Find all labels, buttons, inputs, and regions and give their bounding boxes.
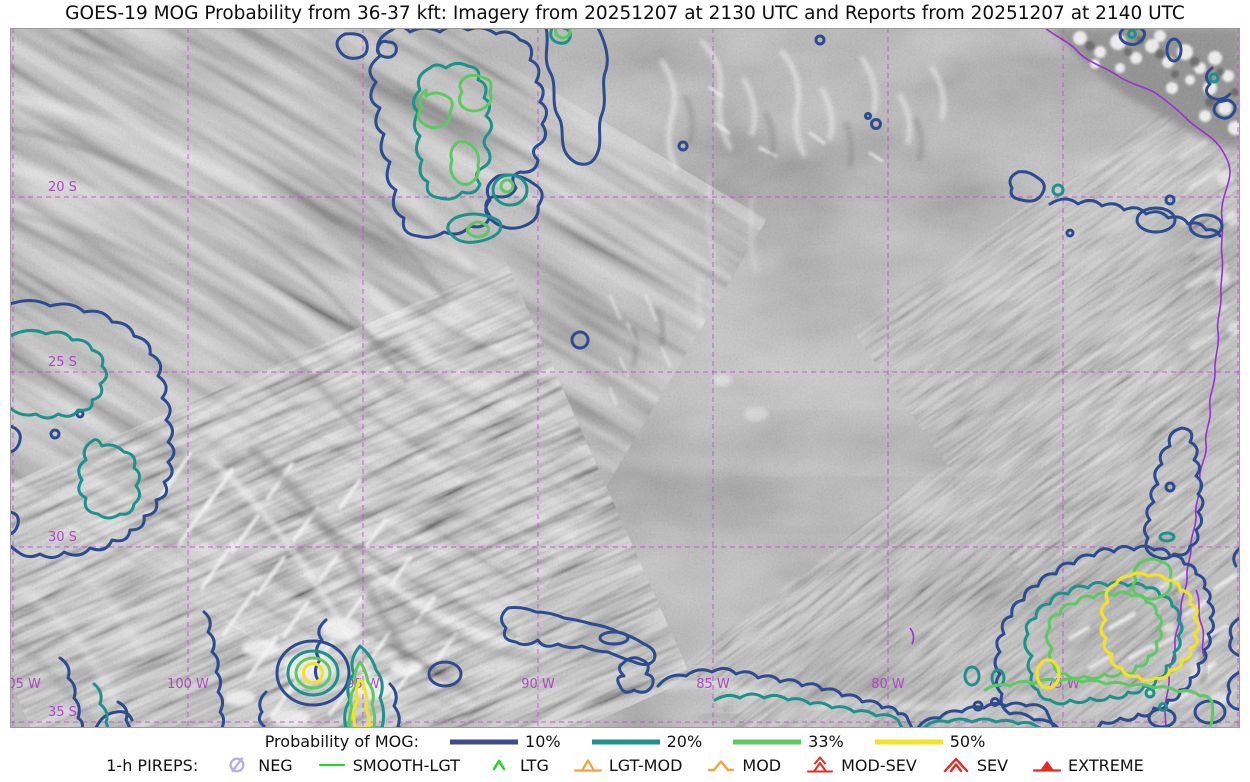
prob-50-line-swatch <box>874 739 943 744</box>
legend-item-mod: MOD <box>706 755 781 775</box>
smooth-lgt-icon <box>318 763 345 767</box>
contours-50pct <box>301 571 1201 728</box>
legend-item-ltg: LTG <box>484 755 549 775</box>
extreme-icon <box>1032 761 1062 772</box>
legend-item-mod-sev: MOD-SEV <box>805 755 917 775</box>
prob-20-line-swatch <box>591 739 660 744</box>
prob-10-label: 10% <box>525 732 561 751</box>
sev-label: SEV <box>976 755 1009 775</box>
pireps-legend-label: 1-h PIREPS: <box>106 755 199 775</box>
prob-20-label: 20% <box>666 732 703 751</box>
mod-sev-label: MOD-SEV <box>841 755 917 775</box>
prob-33-label: 33% <box>808 732 844 751</box>
smooth-lgt-label: SMOOTH-LGT <box>352 755 460 775</box>
neg-icon <box>229 757 245 773</box>
extreme-label: EXTREME <box>1068 755 1144 775</box>
legend-item-20pct: 20% <box>591 732 703 751</box>
map-canvas: 20 S 25 S 30 S 35 S 105 W 100 W 95 W 90 … <box>10 28 1240 728</box>
lon-label-85w: 85 W <box>696 677 730 692</box>
lat-label-30s: 30 S <box>48 530 77 545</box>
mod-icon <box>708 760 735 772</box>
legend-item-lgt-mod: LGT-MOD <box>573 755 683 775</box>
neg-label: NEG <box>258 755 293 775</box>
legend-item-33pct: 33% <box>732 732 844 751</box>
legend-item-smooth-lgt: SMOOTH-LGT <box>317 755 460 775</box>
lon-label-90w: 90 W <box>521 677 555 692</box>
coastline <box>909 28 1231 728</box>
mod-sev-icon <box>807 756 834 773</box>
ltg-icon <box>492 759 506 771</box>
lgt-mod-icon <box>573 759 602 772</box>
lon-label-100w: 100 W <box>167 677 209 692</box>
lat-label-35s: 35 S <box>48 705 77 720</box>
lat-label-20s: 20 S <box>48 180 77 195</box>
lon-label-105w: 105 W <box>10 677 41 692</box>
legend-item-10pct: 10% <box>449 732 561 751</box>
pireps-legend-row: 1-h PIREPS: NEG SMOOTH-LGT LTG <box>0 755 1250 775</box>
legend: Probability of MOG: 10% 20% 33% <box>0 728 1250 782</box>
map-frame <box>10 28 1240 728</box>
satellite-map: 20 S 25 S 30 S 35 S 105 W 100 W 95 W 90 … <box>10 28 1240 728</box>
lgt-mod-label: LGT-MOD <box>608 755 683 775</box>
legend-item-neg: NEG <box>222 755 293 775</box>
ltg-label: LTG <box>519 755 549 775</box>
probability-legend-label: Probability of MOG: <box>264 732 420 751</box>
legend-item-sev: SEV <box>941 755 1008 775</box>
sev-icon <box>943 757 969 773</box>
mod-label: MOD <box>742 755 782 775</box>
legend-item-50pct: 50% <box>874 732 986 751</box>
prob-10-line-swatch <box>450 739 519 744</box>
lon-label-80w: 80 W <box>871 677 905 692</box>
prob-33-line-swatch <box>733 739 802 744</box>
legend-item-extreme: EXTREME <box>1032 755 1144 775</box>
gridlines <box>10 28 1240 728</box>
probability-legend-row: Probability of MOG: 10% 20% 33% <box>0 732 1250 751</box>
contours-33pct <box>294 28 1215 728</box>
page-title: GOES-19 MOG Probability from 36-37 kft: … <box>65 3 1185 24</box>
lat-label-25s: 25 S <box>48 355 77 370</box>
satellite-texture <box>10 28 1240 728</box>
prob-50-label: 50% <box>949 732 986 751</box>
